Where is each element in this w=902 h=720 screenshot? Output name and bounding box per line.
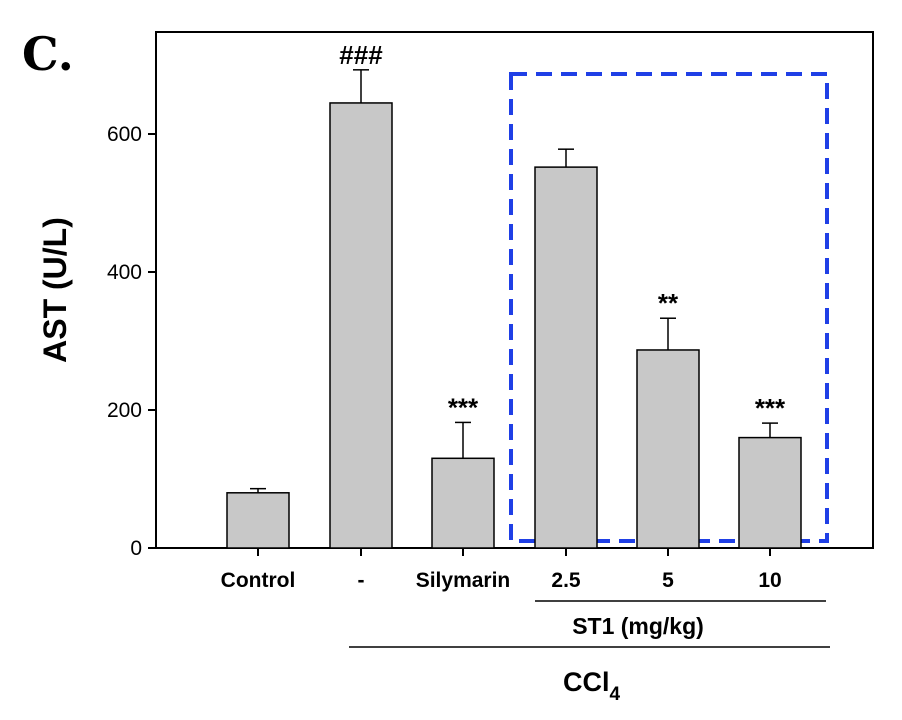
significance-marker: ### [339, 40, 383, 70]
y-tick-label: 0 [130, 537, 142, 560]
x-category-label: 10 [758, 569, 781, 592]
st1-group-label: ST1 (mg/kg) [572, 613, 704, 639]
x-axis: Control - Silymarin 2.5 5 10 [221, 548, 782, 592]
bar [329, 102, 393, 549]
ccl4-subscript: 4 [610, 684, 621, 705]
x-category-label: Control [221, 569, 296, 592]
significance-marker: *** [448, 392, 479, 422]
ccl4-group-label: CCl4 [563, 667, 621, 705]
bar [226, 492, 290, 549]
x-category-label: 5 [662, 569, 674, 592]
bar [738, 436, 802, 549]
x-category-label: - [358, 569, 365, 592]
significance-marker: *** [755, 393, 786, 423]
x-category-label: 2.5 [551, 569, 581, 592]
y-tick-label: 600 [107, 123, 142, 146]
y-axis-title: AST (U/L) [37, 217, 73, 363]
bar [534, 166, 598, 549]
y-tick-label: 200 [107, 399, 142, 422]
plot-frame [155, 31, 874, 549]
bars: ###******** [226, 40, 802, 549]
y-axis: 0 200 400 600 [107, 123, 156, 560]
plot-area [155, 31, 874, 549]
x-category-label: Silymarin [416, 569, 511, 592]
bar [636, 349, 700, 549]
significance-marker: ** [658, 288, 679, 318]
bar [431, 457, 495, 549]
ccl4-base: CCl [563, 667, 610, 697]
y-tick-label: 400 [107, 261, 142, 284]
panel-label: C. [22, 27, 74, 81]
